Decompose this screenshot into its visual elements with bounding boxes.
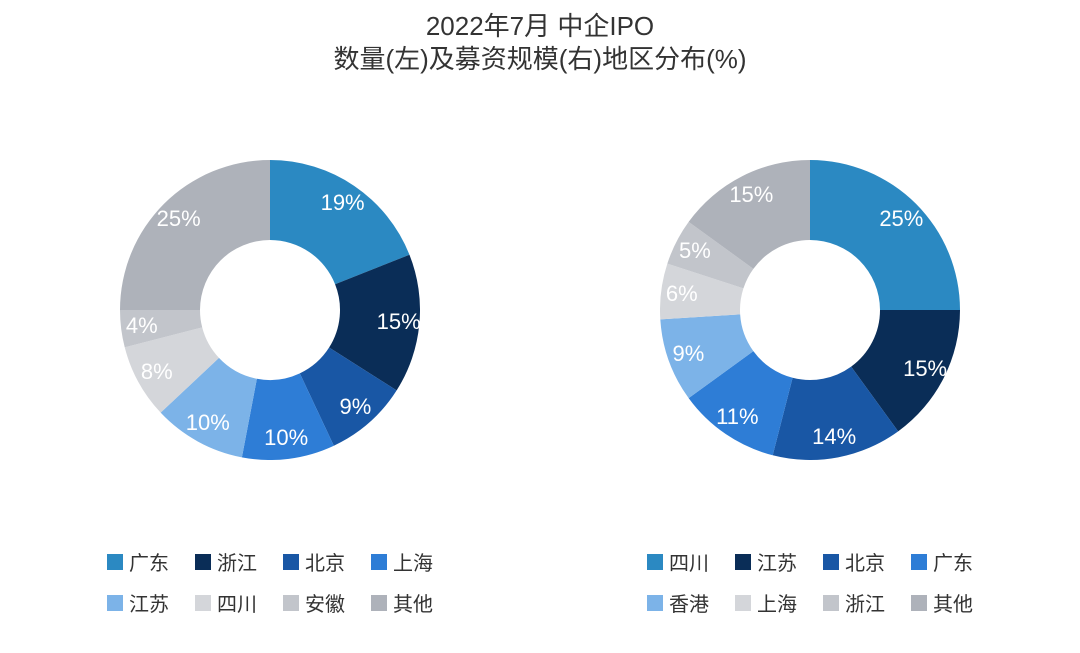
- donut-chart-right: 25%15%14%11%9%6%5%15%: [540, 120, 1080, 500]
- figure-title: 2022年7月 中企IPO 数量(左)及募资规模(右)地区分布(%): [0, 10, 1080, 75]
- legend-right: 四川 江苏 北京 广东香港 上海 浙江 其他: [540, 541, 1080, 623]
- legend-item: 其他: [371, 588, 433, 617]
- legend-label: 四川: [669, 547, 709, 576]
- legend-label: 四川: [217, 588, 257, 617]
- legend-swatch: [735, 554, 751, 570]
- donut-slice: [810, 160, 960, 310]
- legend-item: 江苏: [107, 588, 169, 617]
- legend-item: 安徽: [283, 588, 345, 617]
- legend-item: 四川: [195, 588, 257, 617]
- legend-item: 浙江: [823, 588, 885, 617]
- legend-label: 江苏: [129, 588, 169, 617]
- legend-label: 其他: [933, 588, 973, 617]
- legend-swatch: [107, 554, 123, 570]
- legend-label: 北京: [845, 547, 885, 576]
- legend-swatch: [195, 554, 211, 570]
- legend-swatch: [735, 595, 751, 611]
- legend-swatch: [911, 554, 927, 570]
- title-line-1: 2022年7月 中企IPO: [0, 10, 1080, 43]
- legend-item: 香港: [647, 588, 709, 617]
- legend-swatch: [823, 554, 839, 570]
- donut-slice: [120, 160, 270, 310]
- legend-label: 广东: [129, 547, 169, 576]
- legend-item: 江苏: [735, 547, 797, 576]
- legend-swatch: [647, 595, 663, 611]
- legend-label: 上海: [393, 547, 433, 576]
- chart-figure: 2022年7月 中企IPO 数量(左)及募资规模(右)地区分布(%) 19%15…: [0, 0, 1080, 653]
- legend-item: 北京: [823, 547, 885, 576]
- donut-svg: [120, 160, 420, 460]
- legend-item: 其他: [911, 588, 973, 617]
- legend-swatch: [823, 595, 839, 611]
- legend-row: 广东 浙江 北京 上海: [107, 547, 433, 576]
- legend-left: 广东 浙江 北京 上海江苏 四川 安徽 其他: [0, 541, 540, 623]
- legend-label: 上海: [757, 588, 797, 617]
- donut-svg: [660, 160, 960, 460]
- legend-item: 广东: [911, 547, 973, 576]
- legend-item: 广东: [107, 547, 169, 576]
- legend-row: 江苏 四川 安徽 其他: [107, 588, 433, 617]
- legend-swatch: [371, 554, 387, 570]
- legend-item: 上海: [735, 588, 797, 617]
- legend-label: 广东: [933, 547, 973, 576]
- legend-row: 四川 江苏 北京 广东: [647, 547, 973, 576]
- title-line-2: 数量(左)及募资规模(右)地区分布(%): [0, 43, 1080, 76]
- legend-swatch: [283, 595, 299, 611]
- legend-item: 浙江: [195, 547, 257, 576]
- legend-swatch: [283, 554, 299, 570]
- donut-wrap: 25%15%14%11%9%6%5%15%: [660, 160, 960, 460]
- legend-swatch: [911, 595, 927, 611]
- legend-item: 北京: [283, 547, 345, 576]
- legend-label: 江苏: [757, 547, 797, 576]
- legend-label: 其他: [393, 588, 433, 617]
- donut-wrap: 19%15%9%10%10%8%4%25%: [120, 160, 420, 460]
- legend-label: 北京: [305, 547, 345, 576]
- legend-swatch: [371, 595, 387, 611]
- legend-swatch: [195, 595, 211, 611]
- legend-row: 香港 上海 浙江 其他: [647, 588, 973, 617]
- legends-row: 广东浙江北京上海江苏四川安徽其他 四川江苏北京广东香港上海浙江其他: [0, 541, 1080, 623]
- legend-item: 上海: [371, 547, 433, 576]
- legend-item: 四川: [647, 547, 709, 576]
- legend-label: 浙江: [217, 547, 257, 576]
- donut-chart-left: 19%15%9%10%10%8%4%25%: [0, 120, 540, 500]
- legend-label: 浙江: [845, 588, 885, 617]
- legend-swatch: [107, 595, 123, 611]
- charts-row: 19%15%9%10%10%8%4%25% 25%15%14%11%9%6%5%…: [0, 120, 1080, 500]
- legend-swatch: [647, 554, 663, 570]
- legend-label: 安徽: [305, 588, 345, 617]
- legend-label: 香港: [669, 588, 709, 617]
